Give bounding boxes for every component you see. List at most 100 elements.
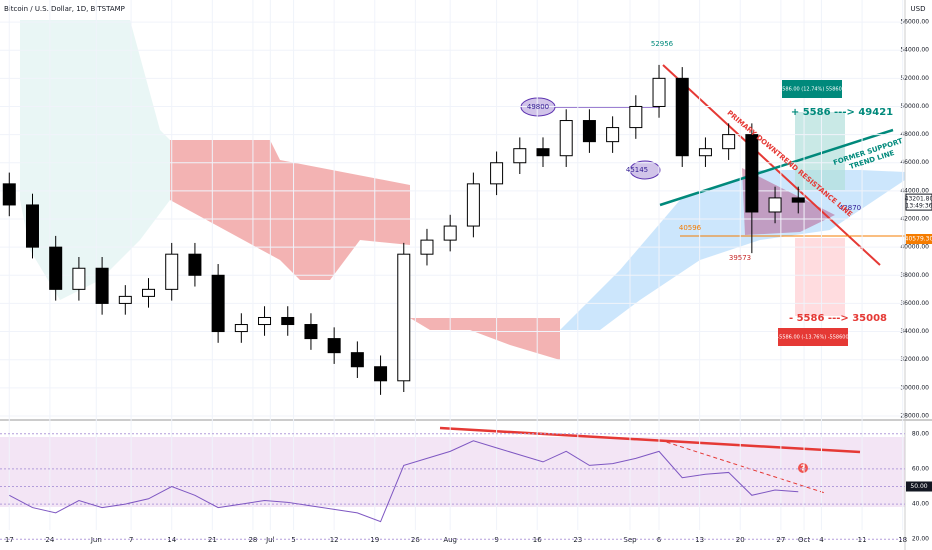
rsi-band bbox=[0, 437, 905, 507]
annotation: - 5586 ---> 35008 bbox=[789, 313, 887, 324]
x-tick-label: 17 bbox=[5, 536, 14, 544]
candle-body bbox=[443, 225, 457, 241]
candle-body bbox=[142, 288, 156, 297]
candle-body bbox=[258, 316, 272, 326]
x-tick-label: 4 bbox=[819, 536, 824, 544]
y-tick-label: 30000.00 bbox=[900, 384, 929, 391]
y-tick-label: 28000.00 bbox=[900, 412, 929, 419]
x-tick-label: 26 bbox=[411, 536, 420, 544]
y-tick-label: 54000.00 bbox=[900, 47, 929, 54]
short-box bbox=[795, 238, 845, 316]
candle-body bbox=[582, 120, 596, 143]
candle-body bbox=[25, 204, 39, 248]
y-tick-label: 38000.00 bbox=[900, 272, 929, 279]
rsi-tag-label: 50.00 bbox=[910, 483, 927, 490]
rsi-trend-dashed bbox=[659, 439, 826, 494]
y-axis-label: USD bbox=[911, 5, 926, 13]
long-box bbox=[795, 112, 845, 190]
candle-body bbox=[188, 253, 202, 276]
candle-body bbox=[768, 197, 782, 213]
y-tick-label: 46000.00 bbox=[900, 159, 929, 166]
x-tick-label: Sep bbox=[623, 536, 637, 544]
x-tick-label: 9 bbox=[494, 536, 498, 544]
y-tick-label: 34000.00 bbox=[900, 328, 929, 335]
x-tick-label: 13 bbox=[695, 536, 704, 544]
x-tick-label: Jul bbox=[265, 536, 275, 544]
x-tick-label: 16 bbox=[533, 536, 542, 544]
candle-body bbox=[675, 77, 689, 157]
candle-body bbox=[606, 127, 620, 143]
x-tick-label: 12 bbox=[330, 536, 339, 544]
x-tick-label: 6 bbox=[657, 536, 662, 544]
candle-body bbox=[234, 324, 248, 333]
candle-body bbox=[791, 197, 805, 203]
candle-body bbox=[374, 366, 388, 382]
level-tag bbox=[906, 234, 932, 245]
x-tick-label: 20 bbox=[736, 536, 745, 544]
candle-body bbox=[490, 162, 504, 185]
short-info-box bbox=[778, 328, 848, 346]
y-tick-label: 52000.00 bbox=[900, 75, 929, 82]
x-tick-label: 5 bbox=[291, 536, 295, 544]
x-tick-label: 24 bbox=[45, 536, 54, 544]
annotation: 42870 bbox=[839, 204, 861, 212]
rsi-annotation: ? bbox=[801, 464, 806, 473]
candle-body bbox=[281, 316, 295, 326]
candle-body bbox=[652, 77, 666, 107]
y-tick-label: 50000.00 bbox=[900, 103, 929, 110]
x-tick-label: Aug bbox=[443, 536, 457, 544]
x-tick-label: 27 bbox=[776, 536, 785, 544]
candle-body bbox=[327, 338, 341, 354]
short-info: -5586.00 (-13.76%) -558600 bbox=[777, 335, 848, 341]
x-tick-label: 28 bbox=[248, 536, 257, 544]
triangle bbox=[742, 168, 835, 235]
rsi-tag bbox=[906, 481, 932, 492]
candle-body bbox=[350, 352, 364, 368]
candle-body bbox=[420, 239, 434, 255]
rsi-tick-label: 20.00 bbox=[912, 536, 929, 543]
rsi-tick-label: 60.00 bbox=[912, 465, 929, 472]
cloud-blue bbox=[560, 170, 905, 330]
candle-body bbox=[49, 246, 63, 290]
x-tick-label: Oct bbox=[798, 536, 810, 544]
x-tick-label: 23 bbox=[573, 536, 582, 544]
y-tick-label: 40000.00 bbox=[900, 244, 929, 251]
x-tick-label: Jun bbox=[90, 536, 102, 544]
chart-title: Bitcoin / U.S. Dollar, 1D, BITSTAMP bbox=[4, 5, 125, 13]
candle-body bbox=[2, 183, 16, 206]
long-info: 5586.00 (12.74%) 558600 bbox=[779, 87, 845, 93]
y-tick-label: 56000.00 bbox=[900, 19, 929, 26]
x-tick-label: 21 bbox=[208, 536, 217, 544]
annotation: + 5586 ---> 49421 bbox=[791, 107, 893, 118]
question-marker bbox=[798, 463, 808, 473]
ellipse-49800 bbox=[520, 97, 556, 117]
cloud-red-2 bbox=[410, 318, 560, 360]
candle-body bbox=[72, 267, 86, 290]
rsi-line bbox=[9, 440, 799, 523]
candle-body bbox=[513, 148, 527, 164]
y-tick-label: 36000.00 bbox=[900, 300, 929, 307]
x-tick-label: 14 bbox=[167, 536, 176, 544]
x-tick-label: 18 bbox=[898, 536, 907, 544]
x-tick-label: 7 bbox=[129, 536, 133, 544]
candle-body bbox=[559, 120, 573, 157]
rsi-tick-label: 80.00 bbox=[912, 430, 929, 437]
candle-body bbox=[466, 183, 480, 227]
price-tag bbox=[905, 193, 932, 211]
level-tag-label: 40579.30 bbox=[905, 236, 932, 243]
candle-body bbox=[304, 324, 318, 340]
candle-body bbox=[118, 295, 132, 304]
rsi-tick-label: 40.00 bbox=[912, 501, 929, 508]
annotation: 45145 bbox=[626, 166, 648, 174]
y-tick-label: 32000.00 bbox=[900, 356, 929, 363]
price-tag-time: 13:49:36 bbox=[906, 203, 932, 210]
y-tick-label: 44000.00 bbox=[900, 187, 929, 194]
cloud-light bbox=[20, 20, 170, 300]
candle-body bbox=[629, 105, 643, 129]
x-tick-label: 11 bbox=[858, 536, 867, 544]
y-tick-label: 42000.00 bbox=[900, 216, 929, 223]
cloud-red bbox=[170, 140, 410, 280]
candle-body bbox=[722, 134, 736, 150]
candle-body bbox=[95, 267, 109, 304]
